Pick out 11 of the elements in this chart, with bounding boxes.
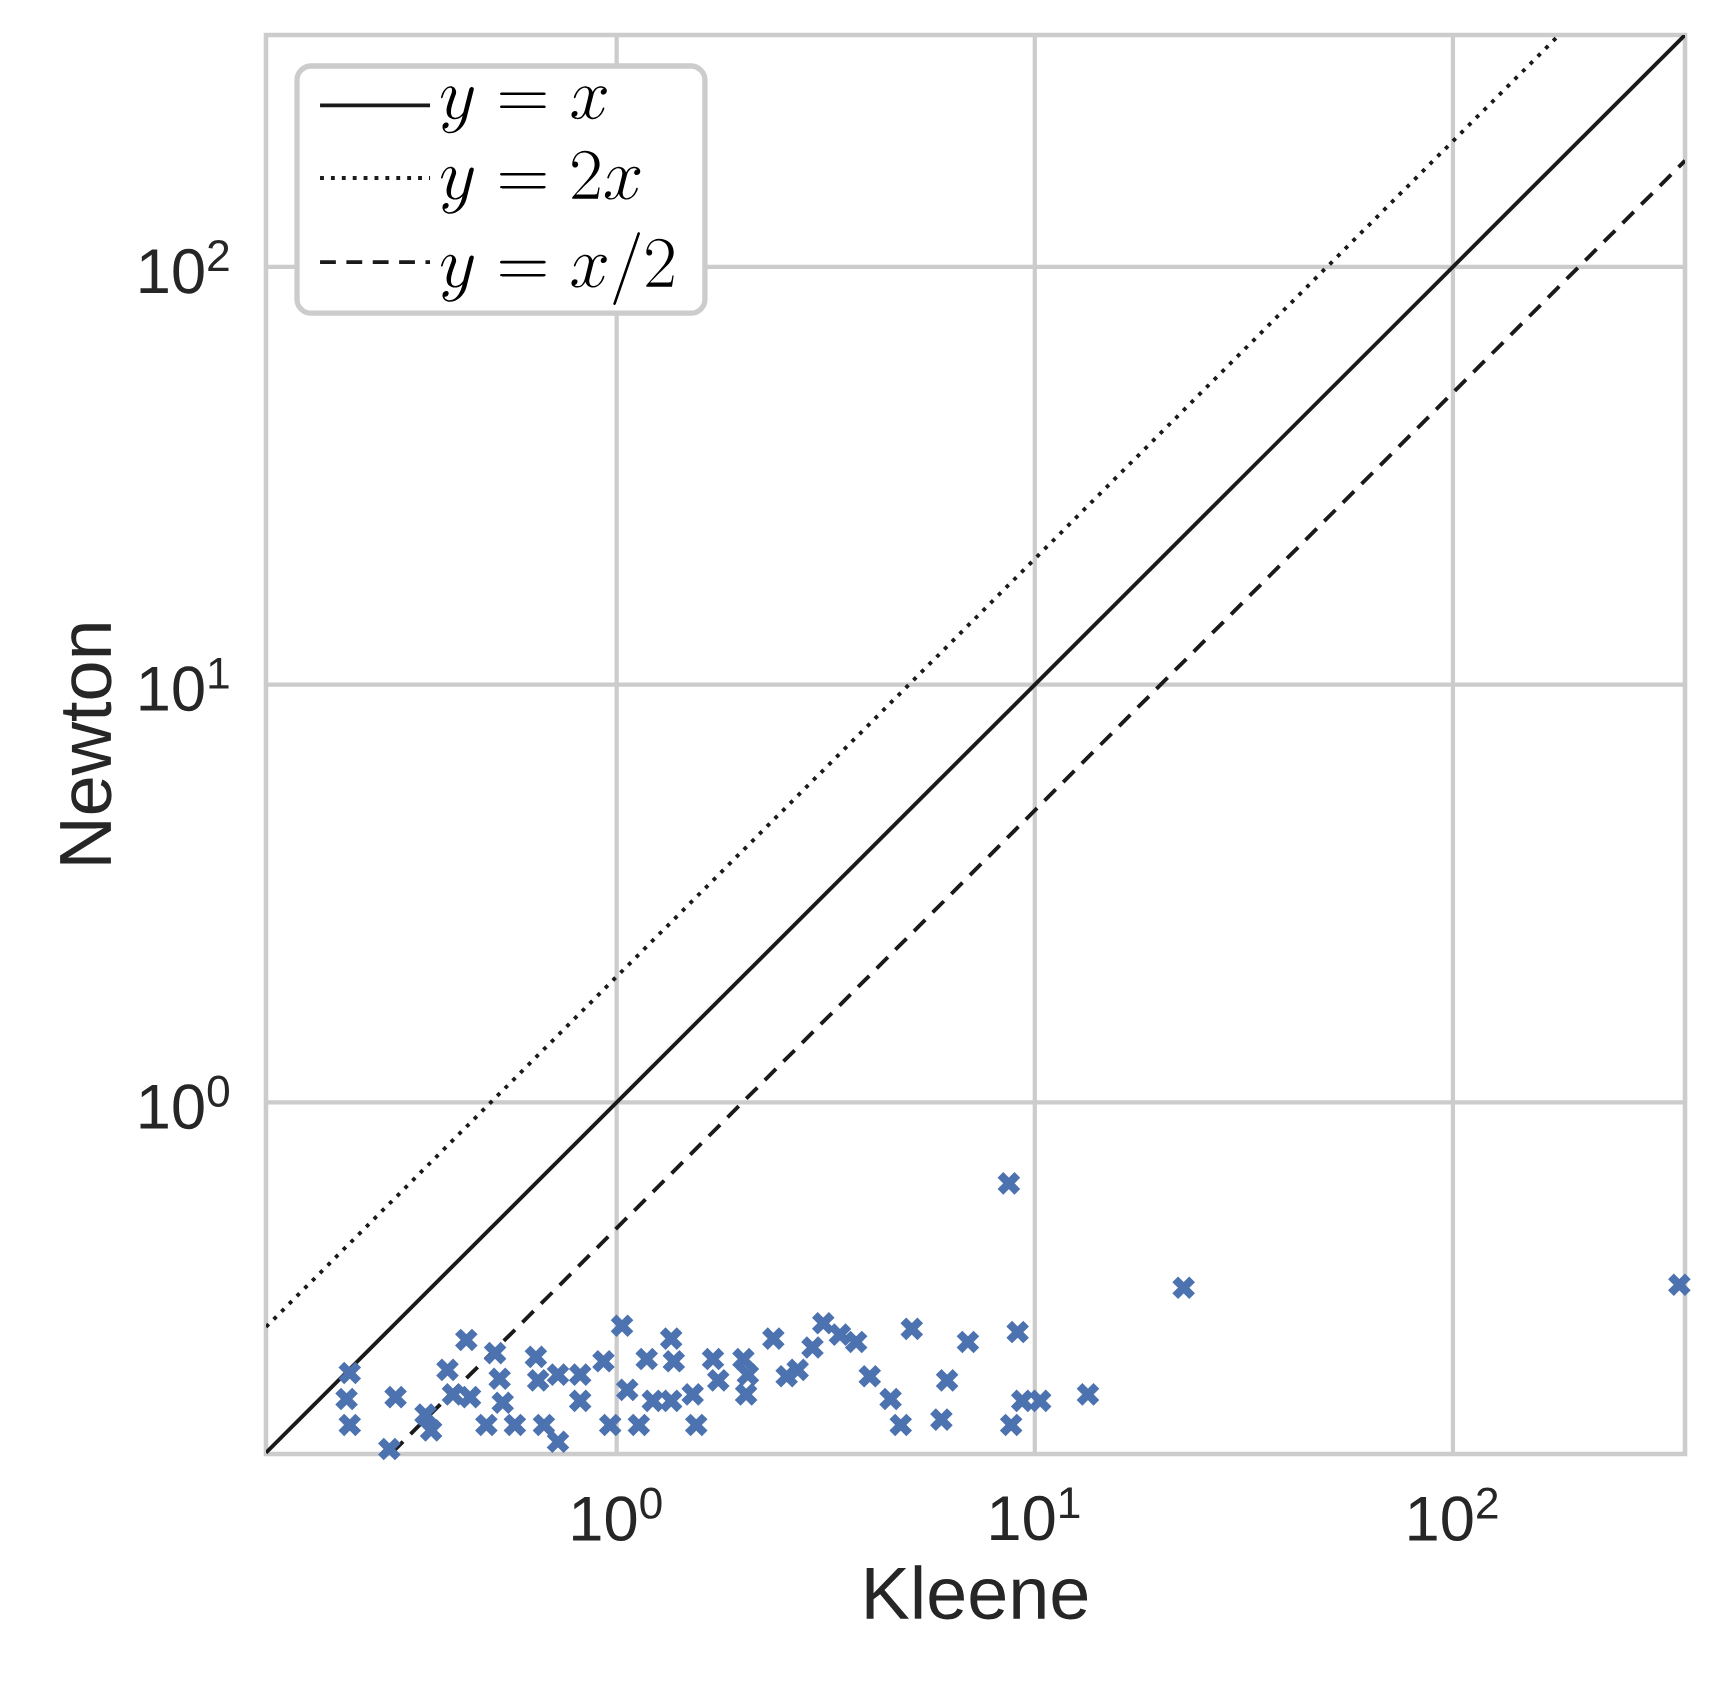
x-axis-title: Kleene	[866, 1565, 1088, 1620]
y-axis-title: Newton	[60, 624, 112, 864]
x-tick-label: 10$^{1}$	[991, 1487, 1080, 1541]
y-tick-label: 10$^{0}$	[140, 1075, 229, 1130]
legend-label: $y = x/2$	[440, 232, 674, 305]
legend-label: $y = x$	[440, 86, 607, 134]
y-tick-label: 10$^{1}$	[140, 658, 229, 712]
y-tick-label: 10$^{2}$	[140, 240, 229, 294]
legend-label: $y = 2x$	[440, 150, 641, 214]
x-tick-label: 10$^{2}$	[1409, 1487, 1498, 1542]
x-tick-label: 10$^{0}$	[573, 1487, 662, 1542]
